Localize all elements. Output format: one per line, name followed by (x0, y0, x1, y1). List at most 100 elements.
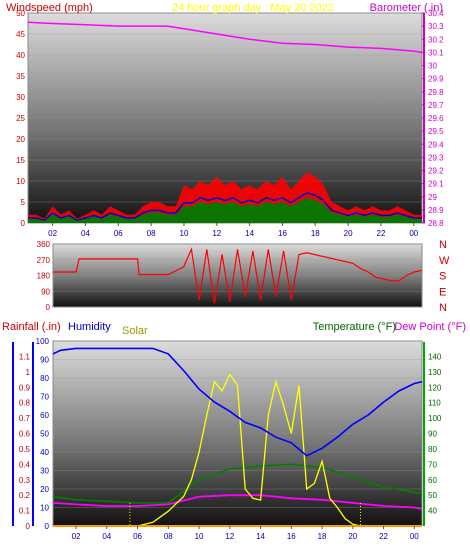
rainfall-axis-label: Rainfall (.in) (2, 321, 61, 333)
humidity-tick-label: 70 (40, 393, 49, 402)
series-barometer-line (27, 21, 423, 54)
temperature-axis-label: Temperature (°F) (313, 321, 396, 333)
rainfall-tick-label: 0.1 (19, 507, 31, 516)
barometer-tick-label: 29 (428, 193, 437, 202)
solar-axis-label: Solar (122, 325, 148, 337)
wind-left-ticks: 0 5 10 15 20 25 30 35 40 45 50 (16, 9, 25, 228)
wind-x-tick-label: 22 (377, 229, 386, 238)
barometer-tick-label: 29.6 (428, 114, 444, 123)
barometer-tick-label: 30.3 (428, 22, 444, 31)
wind-x-tick-label: 02 (48, 229, 57, 238)
temperature-tick-label: 100 (428, 414, 442, 423)
series-wind-direction-line (53, 247, 423, 304)
temp-x-tick-label: 16 (287, 532, 296, 541)
barometer-tick-label: 30.4 (428, 9, 444, 18)
wind-y-tick-label: 20 (16, 135, 25, 144)
wind-y-tick-label: 5 (21, 198, 26, 207)
barometer-tick-label: 30.1 (428, 48, 444, 57)
wind-y-tick-label: 15 (16, 156, 25, 165)
direction-gridlines (53, 243, 422, 308)
temperature-tick-label: 110 (428, 399, 441, 408)
temp-x-tick-label: 18 (318, 532, 327, 541)
windspeed-axis-label: Windspeed (mph) (6, 2, 93, 14)
barometer-tick-label: 29.4 (428, 140, 444, 149)
direction-y-tick-label: 360 (37, 240, 51, 249)
humidity-ticks: 0 10 20 30 40 50 60 70 80 90 100 (36, 337, 50, 531)
temperature-tick-label: 40 (428, 507, 437, 516)
temperature-tick-label: 90 (428, 430, 437, 439)
temp-x-tick-label: 20 (348, 532, 357, 541)
barometer-tick-label: 29.3 (428, 153, 444, 162)
series-average-wind-line (28, 191, 422, 222)
temp-x-tick-label: 10 (195, 532, 204, 541)
temp-x-tick-label: 00 (410, 532, 419, 541)
barometer-tick-label: 30.2 (428, 35, 444, 44)
direction-y-tick-label: 270 (37, 256, 51, 265)
wind-x-tick-label: 00 (409, 229, 418, 238)
temp-x-tick-label: 08 (164, 532, 173, 541)
temp-x-tick-label: 22 (379, 532, 388, 541)
rainfall-tick-label: 1.1 (19, 352, 31, 361)
direction-ticks: 0 90 180 270 360 (37, 240, 51, 312)
humidity-tick-label: 80 (40, 374, 49, 383)
rainfall-tick-label: 1 (26, 368, 31, 377)
humidity-tick-label: 60 (40, 411, 49, 420)
series-temperature-line (52, 463, 423, 504)
temperature-tick-label: 120 (428, 383, 442, 392)
barometer-tick-label: 29.7 (428, 101, 444, 110)
wind-x-ticks: 02 04 06 08 10 12 14 16 18 20 22 00 (48, 223, 419, 238)
wind-x-tick-label: 20 (344, 229, 353, 238)
wind-x-tick-label: 04 (81, 229, 90, 238)
barometer-tick-label: 29.5 (428, 127, 444, 136)
wind-x-tick-label: 18 (311, 229, 320, 238)
wind-x-tick-label: 12 (212, 229, 221, 238)
humidity-tick-label: 30 (40, 467, 49, 476)
direction-y-tick-label: 90 (41, 287, 50, 296)
wind-x-tick-label: 06 (114, 229, 123, 238)
temp-x-tick-label: 06 (133, 532, 142, 541)
wind-x-tick-label: 16 (278, 229, 287, 238)
temp-humidity-panel: 0 0.1 0.2 0.3 0.4 0.5 0.6 0.7 0.8 0.9 1 1.1 0 10 20 30… (2, 321, 466, 541)
wind-y-tick-label: 0 (21, 219, 26, 228)
temp-series (52, 347, 423, 527)
wind-y-tick-label: 50 (16, 9, 25, 18)
compass-letter: N (439, 302, 447, 314)
compass-letter: E (439, 286, 446, 298)
direction-y-tick-label: 0 (46, 303, 51, 312)
barometer-tick-label: 29.9 (428, 75, 444, 84)
wind-y-tick-label: 35 (16, 72, 25, 81)
temperature-tick-label: 80 (428, 445, 437, 454)
chart-title: 24 hour graph day : May 20 2022 (172, 2, 334, 14)
temperature-tick-label: 130 (428, 368, 442, 377)
wind-series (27, 21, 423, 223)
humidity-tick-label: 50 (40, 430, 49, 439)
rainfall-tick-label: 0.2 (19, 491, 31, 500)
barometer-right-ticks: 28.8 28.9 29 29.1 29.2 29.3 29.4 29.5 29.6 29.7 29… (422, 9, 444, 228)
humidity-tick-label: 90 (40, 356, 49, 365)
temperature-ticks: 40 50 60 70 80 90 100 110 120 130 140 (428, 352, 442, 515)
wind-y-tick-label: 40 (16, 51, 25, 60)
rainfall-tick-label: 0.3 (19, 476, 31, 485)
rainfall-tick-label: 0.4 (19, 460, 31, 469)
compass-letter: N (439, 239, 447, 251)
rainfall-ticks: 0 0.1 0.2 0.3 0.4 0.5 0.6 0.7 0.8 0.9 1 1.1 (19, 352, 31, 531)
rainfall-tick-label: 0.7 (19, 414, 31, 423)
direction-y-tick-label: 180 (37, 272, 51, 281)
temperature-tick-label: 140 (428, 352, 442, 361)
temp-x-tick-label: 12 (225, 532, 234, 541)
barometer-tick-label: 29.1 (428, 180, 444, 189)
temp-x-tick-label: 04 (102, 532, 111, 541)
temperature-tick-label: 60 (428, 476, 437, 485)
rainfall-tick-label: 0 (26, 522, 31, 531)
compass-letter: S (439, 271, 446, 283)
humidity-tick-label: 10 (40, 504, 49, 513)
rainfall-tick-label: 0.8 (19, 399, 31, 408)
barometer-tick-label: 28.8 (428, 219, 444, 228)
barometer-tick-label: 29.8 (428, 88, 444, 97)
barometer-axis-label: Barometer (.in) (370, 2, 443, 14)
temp-x-tick-label: 14 (256, 532, 265, 541)
